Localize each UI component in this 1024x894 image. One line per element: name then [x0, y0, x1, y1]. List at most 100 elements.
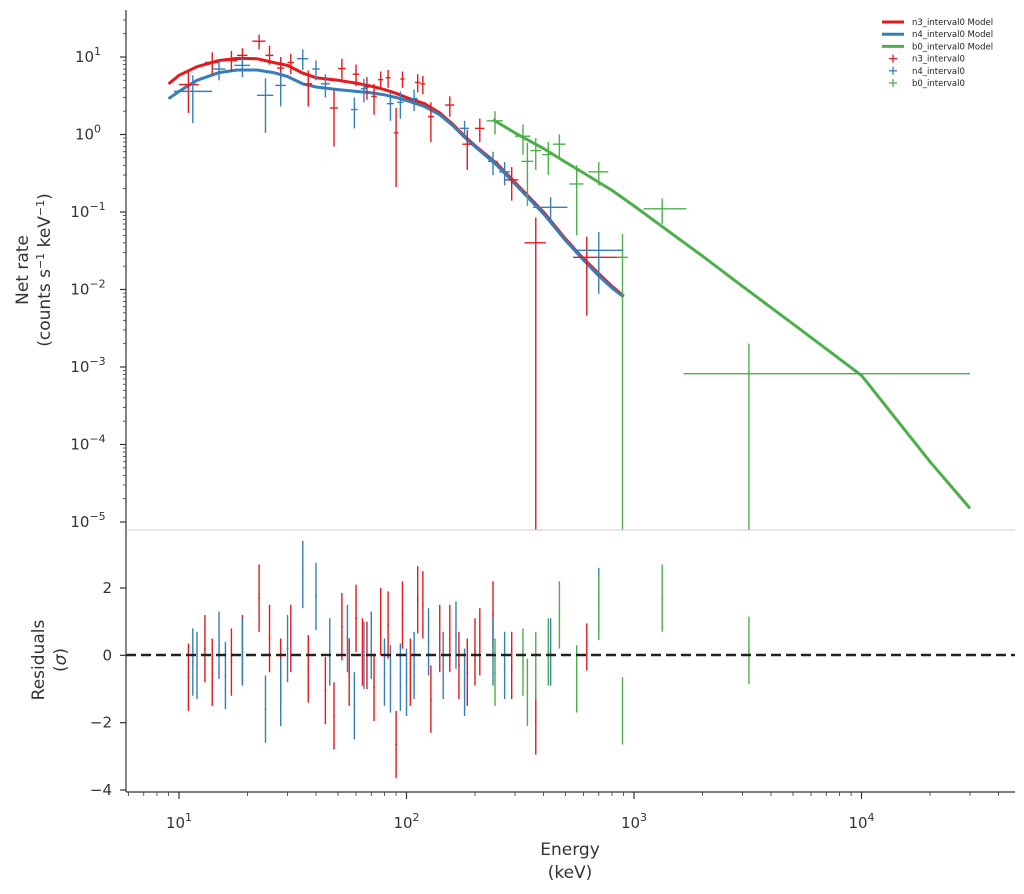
n4-interval0-point [533, 197, 568, 222]
n3-interval0-residual [324, 657, 327, 725]
n3-interval0-point [400, 71, 405, 88]
n4-interval0-residual [346, 604, 349, 673]
n3-interval0-residual [421, 571, 424, 639]
b0-interval0-residual [597, 572, 600, 641]
b0-interval0-point [515, 124, 531, 155]
y-axis-title-line1: Net rate [13, 235, 33, 305]
n3-interval0-residual [187, 643, 190, 711]
n3-interval0-point [329, 89, 339, 147]
legend-entry-n4-interval0-model: n4_interval0 Model [882, 30, 993, 40]
n3-interval0-point [385, 69, 391, 88]
b0-interval0-model-curve [492, 118, 972, 510]
n4-interval0-point [173, 75, 213, 124]
n3-interval0-residual [401, 581, 404, 649]
b0-interval0-point [569, 165, 584, 236]
n4-interval0-residual [363, 621, 365, 689]
legend-label: b0_interval0 [912, 79, 965, 89]
legend-label: n4_interval0 Model [912, 30, 993, 40]
n3-interval0-residual [429, 665, 432, 733]
n3-interval0-residual [387, 591, 389, 659]
b0-interval0-point [521, 142, 534, 206]
n3-interval0-point [474, 118, 485, 143]
n3-interval0-residual [258, 564, 261, 632]
b0-interval0-point [552, 134, 566, 158]
x-axis-title-line1: Energy [540, 840, 600, 860]
n4-interval0-residual [264, 675, 267, 743]
spectrum-y-axis-title: Net rate (counts s−1 keV−1) [13, 193, 55, 347]
n3-interval0-point [371, 83, 377, 115]
b0-interval0-residual [748, 616, 750, 684]
n4-interval0-residual [218, 611, 220, 679]
b0-interval0-residual [575, 645, 578, 713]
n3-interval0-point [445, 96, 455, 117]
n4-interval0-residual [389, 645, 392, 713]
n4-interval0-point [256, 78, 274, 133]
n3-interval0-residual [307, 635, 310, 703]
n3-interval0-residual [448, 604, 451, 673]
n4-interval0-point [350, 97, 358, 129]
data-points [173, 34, 971, 530]
n4-interval0-residual [427, 608, 430, 676]
n3-interval0-residual [458, 631, 460, 700]
b0-interval0-residual [558, 581, 561, 649]
legend-label: n4_interval0 [912, 67, 965, 77]
residual-y-tick-label: 0 [102, 646, 112, 664]
n4-interval0-point [498, 162, 510, 186]
n3-interval0-residual [211, 638, 214, 706]
n4-interval0-point [397, 91, 404, 119]
legend-entry-b0-interval0: b0_interval0 [889, 79, 965, 89]
n4-interval0-point [386, 92, 394, 121]
n4-interval0-residual [224, 641, 227, 710]
b0-interval0-residual [494, 638, 496, 706]
b0-interval0-residual [526, 658, 529, 727]
legend-label: n3_interval0 [912, 55, 965, 65]
n4-interval0-point [360, 79, 367, 103]
n3-interval0-residual [416, 566, 419, 634]
n3-interval0-residual [355, 584, 357, 652]
n4-interval0-point [460, 120, 469, 139]
b0-interval0-residual [661, 564, 664, 632]
n4-interval0-point [212, 60, 226, 81]
n4-interval0-residual [413, 631, 416, 700]
n3-interval0-residual [409, 638, 412, 706]
n3-interval0-point [462, 129, 472, 170]
legend-label: b0_interval0 Model [912, 42, 993, 52]
n3-interval0-residual [478, 608, 481, 676]
n4-interval0-point [576, 232, 624, 294]
b0-interval0-residual [621, 677, 624, 745]
n3-interval0-residual [379, 588, 382, 656]
n4-interval0-model-curve [167, 68, 625, 299]
legend-label: n3_interval0 Model [912, 18, 993, 28]
n3-interval0-residual [204, 614, 206, 683]
n4-interval0-residual [503, 631, 506, 700]
n4-interval0-residual [549, 618, 552, 686]
residual-y-tick-label: −4 [90, 781, 112, 799]
n4-interval0-residual [241, 618, 244, 686]
n4-interval0-point [487, 151, 498, 176]
n3-interval0-point [504, 167, 519, 201]
n4-interval0-point [275, 72, 286, 107]
b0-interval0-residual [534, 631, 537, 700]
residuals-y-axis-title-line2: (σ) [51, 648, 71, 672]
b0-interval0-point [530, 138, 541, 170]
b0-interval0-point [542, 142, 555, 176]
residuals-y-ticks: 2 0 −2 −4 [90, 579, 126, 799]
n4-interval0-point [234, 57, 250, 78]
n4-interval0-residual [301, 540, 304, 609]
n4-interval0-residual [442, 631, 445, 700]
n3-interval0-point [287, 53, 294, 75]
n4-interval0-residual [328, 618, 331, 686]
n3-interval0-point [420, 75, 426, 95]
n3-interval0-point [393, 107, 399, 188]
n3-interval0-point [304, 70, 313, 107]
residual-y-tick-label: 2 [102, 579, 112, 597]
n3-interval0-point [352, 64, 360, 87]
b0-interval0-point [616, 234, 628, 530]
n3-interval0-point [524, 217, 546, 530]
n4-interval0-residual [492, 618, 494, 686]
legend-entry-b0-interval0-model: b0_interval0 Model [882, 42, 993, 52]
n3-interval0-residual [340, 593, 343, 661]
n3-interval0-residual [289, 604, 292, 673]
residuals-y-axis-title-line1: Residuals [29, 620, 49, 701]
